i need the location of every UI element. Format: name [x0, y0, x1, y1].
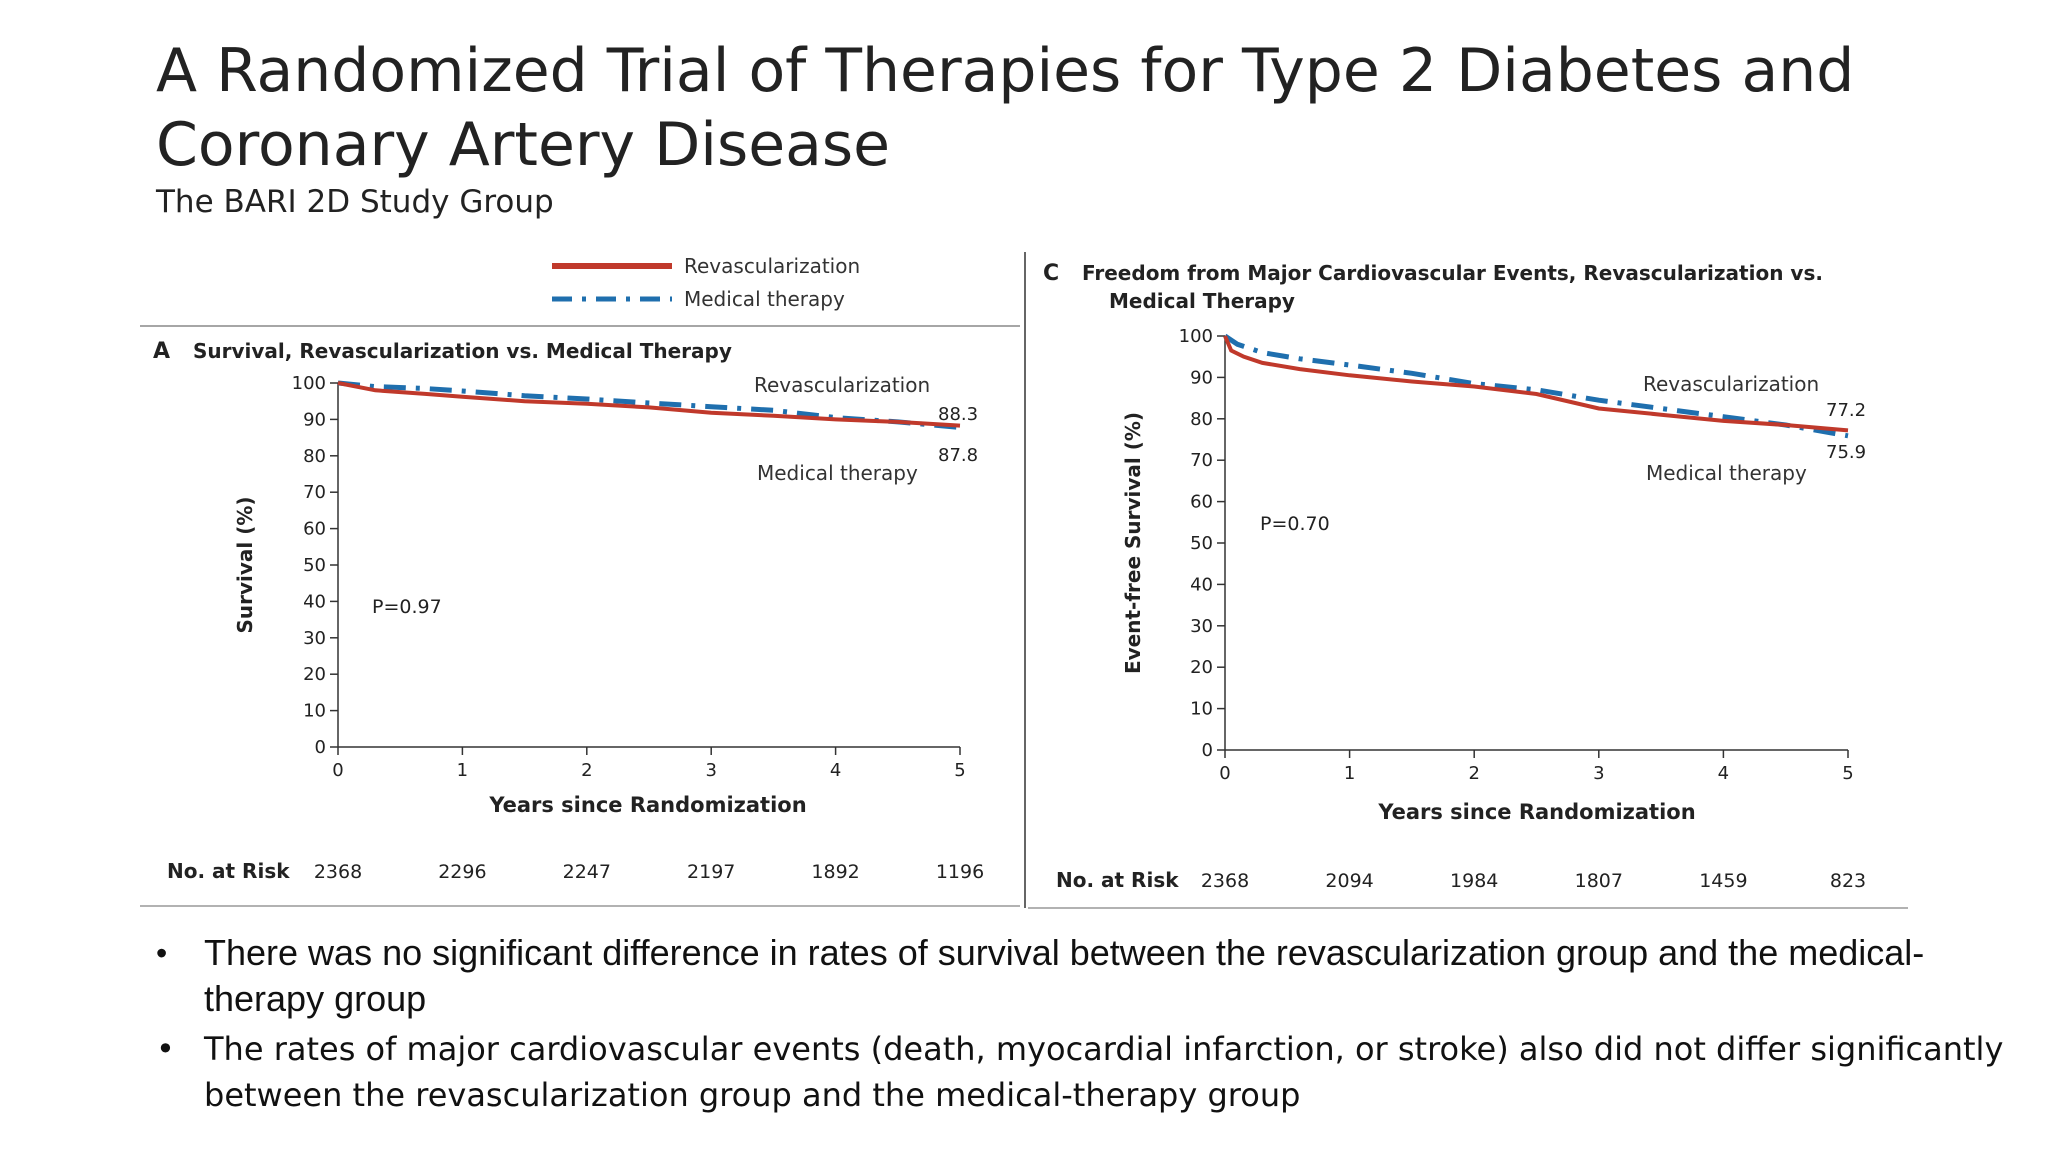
- panel-c-medical-line: [1223, 333, 1849, 439]
- y-tick-label: 90: [1190, 367, 1213, 388]
- y-tick-label: 100: [292, 373, 326, 394]
- panel-a-ylabel: Survival (%): [233, 496, 257, 633]
- x-tick-label: 1: [457, 760, 468, 781]
- y-tick-label: 60: [303, 519, 326, 540]
- panel-a-medical-curve-label: Medical therapy: [757, 461, 918, 485]
- bullet-item: There was no significant difference in r…: [150, 930, 2030, 1022]
- at-risk-count: 823: [1830, 870, 1866, 892]
- y-tick-label: 40: [1190, 574, 1213, 595]
- legend-medical-label: Medical therapy: [684, 287, 845, 311]
- at-risk-count: 1984: [1450, 870, 1498, 892]
- bullet-item: The rates of major cardiovascular events…: [150, 1026, 2030, 1118]
- panel-a-end-label-medical: 87.8: [938, 445, 978, 466]
- panel-c-xticks: 0 1 2 3 4 5: [1219, 750, 1854, 784]
- panel-c-xlabel: Years since Randomization: [1377, 800, 1695, 824]
- x-tick-label: 5: [954, 760, 965, 781]
- at-risk-count: 2094: [1325, 870, 1373, 892]
- x-tick-label: 3: [705, 760, 716, 781]
- panel-a: A Survival, Revascularization vs. Medica…: [153, 339, 984, 883]
- y-tick-label: 10: [303, 701, 326, 722]
- y-tick-label: 100: [1179, 326, 1213, 347]
- x-tick-label: 0: [1219, 763, 1230, 784]
- y-tick-label: 50: [303, 555, 326, 576]
- panel-c-title-line2: Medical Therapy: [1109, 289, 1295, 313]
- at-risk-count: 1459: [1699, 870, 1747, 892]
- panel-c-risk-label: No. at Risk: [1056, 868, 1179, 892]
- y-tick-label: 70: [303, 482, 326, 503]
- panel-c-end-label-medical: 75.9: [1826, 442, 1866, 463]
- y-tick-label: 0: [1202, 740, 1213, 761]
- at-risk-count: 2296: [438, 861, 486, 883]
- panel-c-yticks: 0 10 20 30 40 50 60 70 80 90 100: [1179, 326, 1225, 761]
- legend-revasc-label: Revascularization: [684, 254, 860, 278]
- panel-a-letter: A: [153, 339, 170, 364]
- panel-a-p-value: P=0.97: [372, 596, 442, 618]
- panel-c-revasc-curve-label: Revascularization: [1643, 372, 1819, 396]
- x-tick-label: 5: [1842, 763, 1853, 784]
- x-tick-label: 3: [1593, 763, 1604, 784]
- at-risk-count: 2368: [314, 861, 362, 883]
- panel-c-letter: C: [1043, 261, 1059, 286]
- panel-c-p-value: P=0.70: [1260, 513, 1330, 535]
- panel-a-risk-label: No. at Risk: [167, 859, 290, 883]
- y-tick-label: 20: [1190, 657, 1213, 678]
- at-risk-count: 2368: [1201, 870, 1249, 892]
- at-risk-count: 1892: [811, 861, 859, 883]
- x-tick-label: 1: [1344, 763, 1355, 784]
- at-risk-count: 2197: [687, 861, 735, 883]
- y-tick-label: 10: [1190, 699, 1213, 720]
- panel-c-end-label-revasc: 77.2: [1826, 400, 1866, 421]
- y-tick-label: 50: [1190, 533, 1213, 554]
- x-tick-label: 0: [332, 760, 343, 781]
- x-tick-label: 4: [830, 760, 841, 781]
- panel-c-title-line1: Freedom from Major Cardiovascular Events…: [1082, 261, 1823, 285]
- x-tick-label: 4: [1718, 763, 1729, 784]
- panel-a-at-risk: 2368 2296 2247 2197 1892 1196: [314, 861, 984, 883]
- panel-c: C Freedom from Major Cardiovascular Even…: [1043, 261, 1866, 892]
- panel-c-ylabel: Event-free Survival (%): [1121, 412, 1145, 674]
- y-tick-label: 0: [315, 737, 326, 758]
- panel-c-medical-curve-label: Medical therapy: [1646, 461, 1807, 485]
- legend: Revascularization Medical therapy: [552, 254, 860, 311]
- at-risk-count: 1807: [1575, 870, 1623, 892]
- panel-a-yticks: 0 10 20 30 40 50 60 70 80 90 100: [292, 373, 338, 758]
- y-tick-label: 80: [303, 446, 326, 467]
- panel-a-end-label-revasc: 88.3: [938, 404, 978, 425]
- panel-a-xlabel: Years since Randomization: [488, 793, 806, 817]
- y-tick-label: 80: [1190, 409, 1213, 430]
- panel-a-xticks: 0 1 2 3 4 5: [332, 747, 966, 781]
- y-tick-label: 20: [303, 664, 326, 685]
- panel-a-revasc-curve-label: Revascularization: [754, 373, 930, 397]
- at-risk-count: 1196: [936, 861, 984, 883]
- x-tick-label: 2: [581, 760, 592, 781]
- panel-a-revasc-line: [337, 381, 961, 428]
- bullet-list: There was no significant difference in r…: [150, 930, 2030, 1118]
- y-tick-label: 90: [303, 409, 326, 430]
- y-tick-label: 30: [303, 628, 326, 649]
- y-tick-label: 70: [1190, 450, 1213, 471]
- slide-title: A Randomized Trial of Therapies for Type…: [156, 36, 1855, 180]
- y-tick-label: 40: [303, 591, 326, 612]
- panel-c-revasc-line: [1223, 335, 1849, 433]
- y-tick-label: 30: [1190, 616, 1213, 637]
- slide-subtitle: The BARI 2D Study Group: [156, 184, 554, 220]
- y-tick-label: 60: [1190, 492, 1213, 513]
- x-tick-label: 2: [1468, 763, 1479, 784]
- panel-c-at-risk: 2368 2094 1984 1807 1459 823: [1201, 870, 1866, 892]
- panel-a-title: Survival, Revascularization vs. Medical …: [193, 339, 732, 363]
- at-risk-count: 2247: [563, 861, 611, 883]
